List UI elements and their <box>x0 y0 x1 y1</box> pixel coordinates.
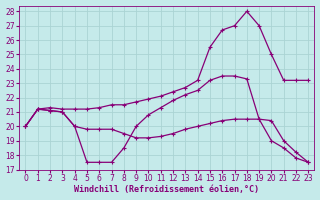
X-axis label: Windchill (Refroidissement éolien,°C): Windchill (Refroidissement éolien,°C) <box>74 185 260 194</box>
